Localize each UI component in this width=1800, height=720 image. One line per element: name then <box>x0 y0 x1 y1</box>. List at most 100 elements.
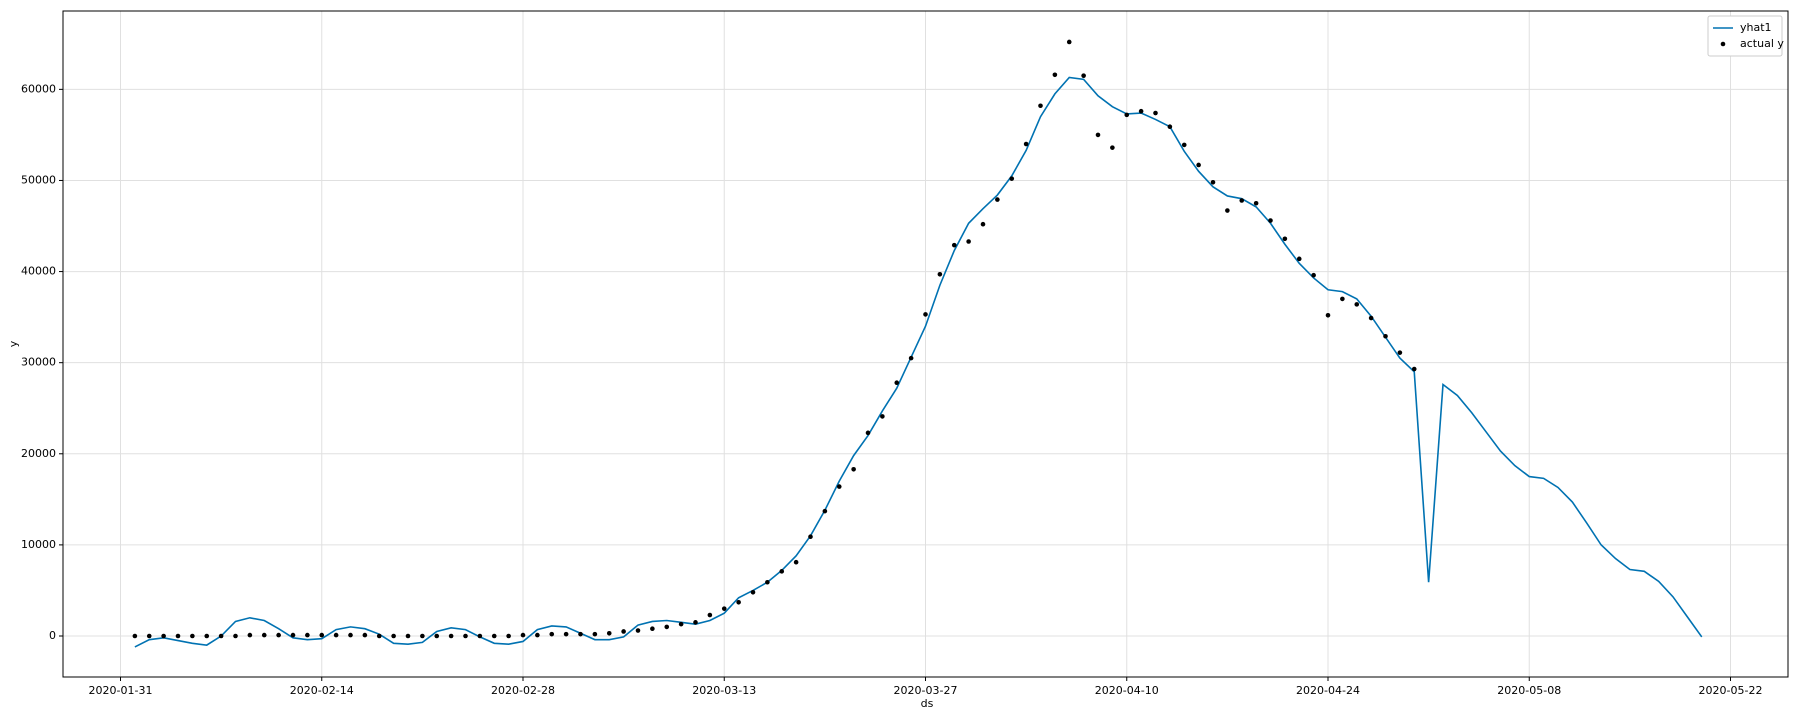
point <box>707 612 713 618</box>
legend-label: actual y <box>1740 37 1784 50</box>
point <box>937 272 943 277</box>
plot-frame <box>62 10 1789 678</box>
point <box>1167 124 1173 130</box>
point <box>261 632 267 638</box>
point <box>606 630 612 636</box>
point <box>1383 333 1388 339</box>
point <box>1210 179 1216 185</box>
point <box>836 484 842 489</box>
point <box>376 633 382 639</box>
x-tick-label: 2020-04-10 <box>1095 684 1159 697</box>
point <box>980 221 986 227</box>
point <box>765 579 770 585</box>
x-tick-label: 2020-05-08 <box>1497 684 1561 697</box>
point <box>1354 302 1360 307</box>
point <box>290 632 296 638</box>
point <box>434 633 440 639</box>
point <box>1138 108 1144 114</box>
point <box>793 559 799 565</box>
point <box>635 628 641 633</box>
y-tick-label: 10000 <box>21 538 56 551</box>
point <box>1181 142 1187 148</box>
point <box>132 633 138 639</box>
point <box>1411 366 1417 372</box>
point <box>1253 200 1259 206</box>
point <box>420 633 425 639</box>
point <box>908 355 914 361</box>
point <box>1153 110 1158 116</box>
point <box>319 632 325 638</box>
point <box>592 631 598 637</box>
point <box>650 626 655 632</box>
point <box>549 631 555 637</box>
y-tick-label: 50000 <box>21 173 56 186</box>
point <box>1066 39 1072 45</box>
point <box>664 624 670 630</box>
point <box>1239 198 1245 203</box>
point <box>391 633 396 639</box>
point <box>1196 162 1201 168</box>
point <box>1038 103 1043 109</box>
point <box>463 633 468 639</box>
point <box>218 633 224 639</box>
point <box>563 631 569 637</box>
point <box>1110 145 1115 150</box>
point <box>750 589 756 595</box>
x-tick-label: 2020-04-24 <box>1296 684 1360 697</box>
point <box>1081 73 1086 78</box>
x-tick-label: 2020-05-22 <box>1699 684 1763 697</box>
point <box>1023 141 1029 147</box>
point <box>951 242 957 248</box>
point <box>175 633 181 639</box>
x-tick-label: 2020-02-28 <box>491 684 555 697</box>
point <box>995 197 1000 202</box>
point <box>276 632 281 638</box>
point <box>204 633 210 639</box>
point <box>161 633 166 639</box>
x-tick-label: 2020-03-27 <box>894 684 958 697</box>
legend-box <box>1707 15 1783 57</box>
point <box>693 620 698 625</box>
y-axis-label: y <box>7 340 20 347</box>
point <box>305 632 310 638</box>
point <box>1095 132 1101 138</box>
point <box>808 534 813 539</box>
point <box>477 633 483 639</box>
y-tick-label: 0 <box>49 629 56 642</box>
point <box>348 632 353 638</box>
point <box>506 633 511 639</box>
point <box>1311 272 1316 278</box>
point <box>621 629 626 634</box>
point <box>520 632 526 638</box>
x-axis-label: ds <box>921 697 934 710</box>
x-tick-label: 2020-02-14 <box>290 684 354 697</box>
point <box>1325 313 1331 318</box>
point <box>146 633 152 639</box>
point <box>1282 236 1288 242</box>
legend-label: yhat1 <box>1740 21 1772 34</box>
point <box>880 414 885 419</box>
line <box>134 76 1703 648</box>
point <box>578 631 583 637</box>
point <box>678 621 684 627</box>
point <box>190 633 195 639</box>
point <box>736 599 741 605</box>
point <box>894 380 900 386</box>
point <box>362 632 368 638</box>
point <box>1225 208 1230 213</box>
point <box>333 632 339 638</box>
point <box>535 632 540 638</box>
point <box>247 632 253 638</box>
point <box>233 633 238 639</box>
point <box>491 633 497 639</box>
point <box>1268 218 1273 223</box>
point <box>1340 296 1345 302</box>
point <box>721 606 727 611</box>
point <box>1397 350 1403 355</box>
point <box>1124 112 1130 118</box>
point <box>1052 72 1058 78</box>
point <box>1368 315 1374 321</box>
y-tick-label: 30000 <box>21 356 56 369</box>
x-tick-label: 2020-03-13 <box>692 684 756 697</box>
